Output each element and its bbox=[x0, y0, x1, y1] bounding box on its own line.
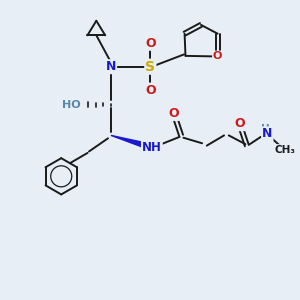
Text: N: N bbox=[262, 128, 272, 140]
Text: O: O bbox=[145, 37, 156, 50]
Text: S: S bbox=[146, 60, 155, 74]
Text: O: O bbox=[213, 52, 222, 61]
Text: O: O bbox=[234, 117, 245, 130]
Text: O: O bbox=[169, 107, 179, 120]
Text: O: O bbox=[145, 84, 156, 97]
Text: NH: NH bbox=[142, 141, 162, 154]
Text: HO: HO bbox=[62, 100, 81, 110]
Text: H: H bbox=[261, 124, 269, 134]
Text: N: N bbox=[106, 60, 116, 73]
Polygon shape bbox=[111, 135, 147, 148]
Text: CH₃: CH₃ bbox=[275, 145, 296, 155]
